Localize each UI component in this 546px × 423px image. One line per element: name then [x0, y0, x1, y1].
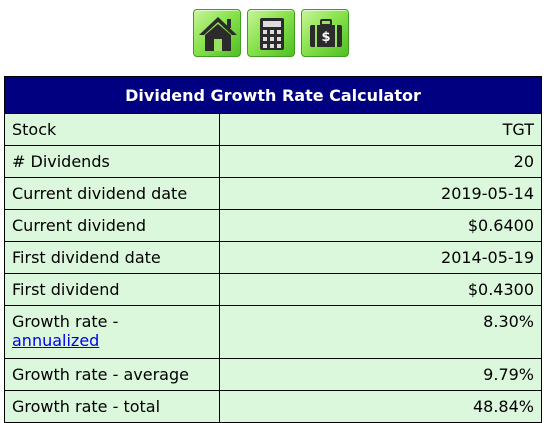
row-label: Current dividend date: [4, 177, 220, 210]
row-label-cell: Growth rate - annualized: [4, 305, 220, 359]
table-row: First dividend $0.4300: [4, 273, 542, 306]
table-row: Stock TGT: [4, 113, 542, 146]
dividend-growth-table: Dividend Growth Rate Calculator Stock TG…: [4, 76, 542, 423]
row-value: 2019-05-14: [219, 177, 542, 210]
table-row: Current dividend date 2019-05-14: [4, 177, 542, 210]
row-value: 48.84%: [219, 390, 542, 423]
table-row: Growth rate - total 48.84%: [4, 390, 542, 423]
home-button[interactable]: [193, 9, 241, 57]
table-row: Current dividend $0.6400: [4, 209, 542, 242]
row-label: First dividend: [4, 273, 220, 306]
calculator-icon: [260, 18, 284, 50]
row-label: Current dividend: [4, 209, 220, 242]
briefcase-dollar-icon: $: [310, 19, 342, 47]
home-icon: [199, 17, 237, 51]
toolbar: $: [193, 9, 351, 57]
row-label: Stock: [4, 113, 220, 146]
row-value: $0.6400: [219, 209, 542, 242]
money-briefcase-button[interactable]: $: [301, 9, 349, 57]
row-label: # Dividends: [4, 145, 220, 178]
table-row: First dividend date 2014-05-19: [4, 241, 542, 274]
row-label: First dividend date: [4, 241, 220, 274]
svg-text:$: $: [321, 30, 330, 45]
row-value: 8.30%: [219, 305, 542, 359]
row-value: 20: [219, 145, 542, 178]
row-label: Growth rate - average: [4, 358, 220, 391]
table-row: Growth rate - average 9.79%: [4, 358, 542, 391]
row-value: 9.79%: [219, 358, 542, 391]
row-label: Growth rate - total: [4, 390, 220, 423]
row-label: Growth rate -: [12, 312, 119, 331]
row-value: TGT: [219, 113, 542, 146]
annualized-link[interactable]: annualized: [12, 331, 100, 350]
table-row: Growth rate - annualized 8.30%: [4, 305, 542, 359]
table-title: Dividend Growth Rate Calculator: [4, 76, 542, 114]
row-value: 2014-05-19: [219, 241, 542, 274]
calculator-button[interactable]: [247, 9, 295, 57]
table-row: # Dividends 20: [4, 145, 542, 178]
row-value: $0.4300: [219, 273, 542, 306]
